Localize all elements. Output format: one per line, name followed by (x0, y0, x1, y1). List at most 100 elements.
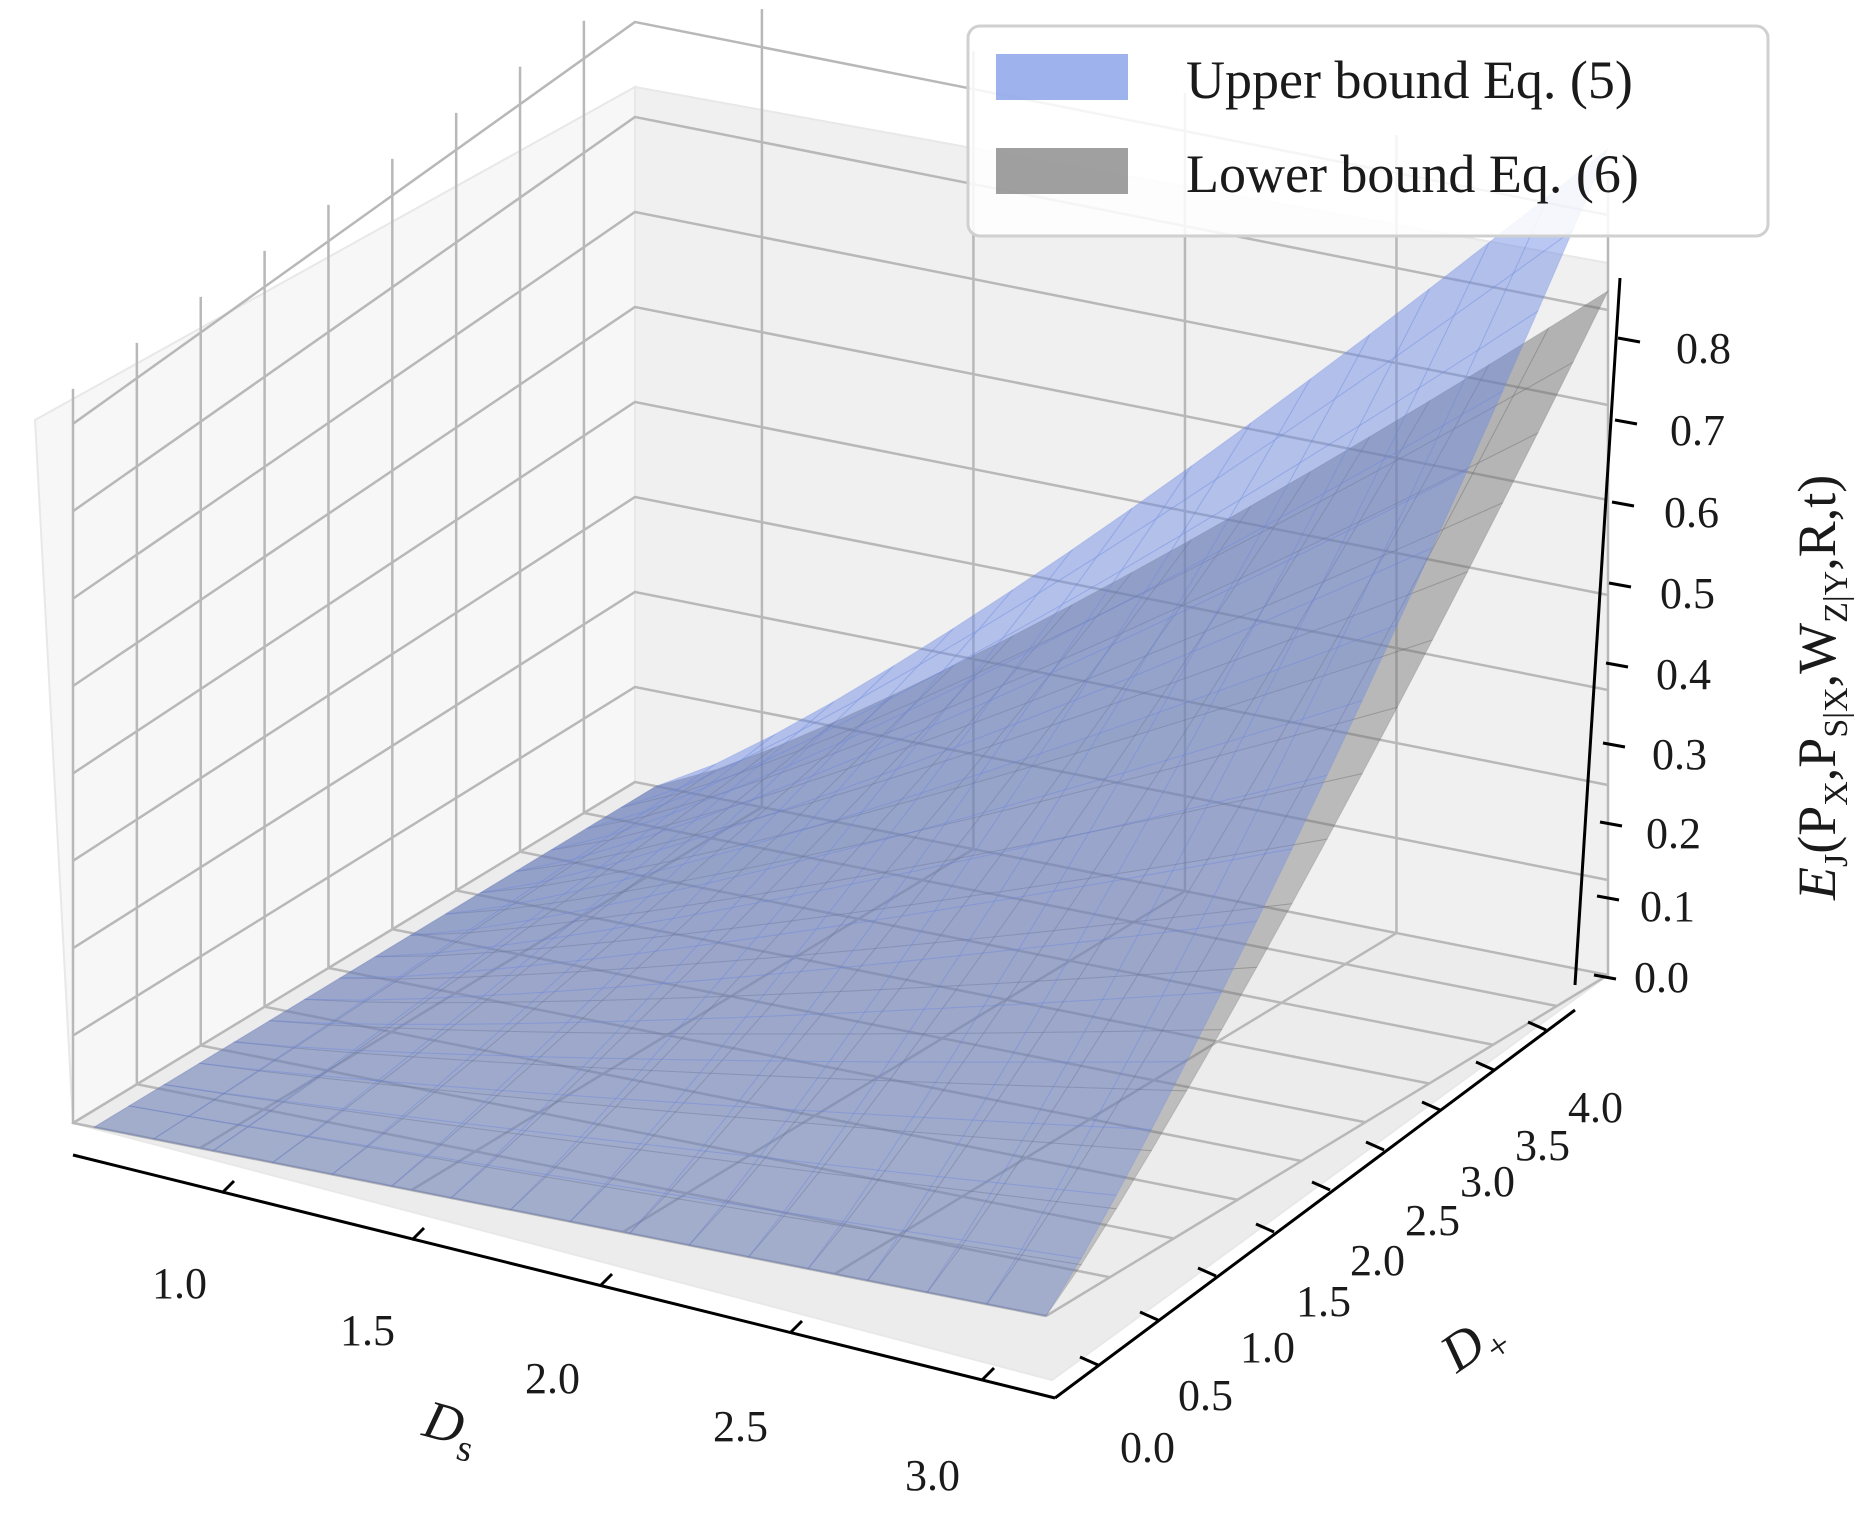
surface-patch (628, 1196, 726, 1246)
surface-patch (704, 749, 800, 800)
surface-patch (919, 722, 1018, 795)
z-tick-mark-5 (1608, 581, 1632, 589)
surface-patch (863, 955, 961, 1013)
grid-line-x-1 (410, 51, 975, 1192)
surface-patch (1052, 868, 1150, 932)
surface-patch (835, 764, 934, 822)
surface-patch (541, 952, 639, 993)
surface-patch (1120, 478, 1217, 571)
surface-patch (1031, 1086, 1128, 1147)
surface-patch (898, 936, 996, 990)
surface-patch (446, 991, 545, 1025)
surface-patch (233, 1020, 331, 1048)
surface-patch (849, 822, 947, 886)
surface-patch (574, 813, 671, 860)
surface-patch (401, 1085, 499, 1124)
surface-patch (1025, 632, 1122, 705)
surface-patch (268, 998, 367, 1024)
surface-patch (1109, 630, 1207, 706)
surface-patch (1061, 586, 1157, 661)
surface-patch (1144, 499, 1241, 593)
surface-patch (1161, 966, 1258, 1032)
surface-patch (565, 998, 664, 1034)
surface-patch (569, 1186, 666, 1234)
surface-patch (985, 1248, 1082, 1317)
surface-patch (825, 792, 923, 856)
grid-line-z-2 (72, 590, 1609, 950)
z-tick-label-7: 0.6 (1664, 488, 1719, 537)
surface-patch (271, 1136, 369, 1175)
surface-patch (1147, 799, 1245, 870)
surface-patch (972, 1084, 1069, 1142)
surface-patch (1182, 668, 1280, 757)
surface-patch (588, 863, 684, 910)
surface-patch (1231, 774, 1328, 861)
surface-patch (211, 1125, 309, 1164)
surface-patch (1126, 991, 1223, 1063)
surface-patch (1052, 817, 1150, 892)
surface-patch (410, 905, 506, 936)
surface-patch (471, 1022, 569, 1058)
surface-patch (1004, 732, 1101, 808)
surface-patch (636, 927, 734, 969)
surface-patch (539, 849, 635, 887)
surface-patch (828, 1033, 926, 1082)
surface-patch (599, 820, 695, 869)
surfaces (92, 148, 1610, 1317)
surface-patch (779, 919, 877, 975)
y-tick-label-8: 3.5 (1515, 1121, 1570, 1170)
surface-patch (898, 900, 996, 963)
legend-label-upper: Upper bound Eq. (5) (1186, 50, 1633, 110)
surface-patch (872, 681, 968, 752)
surface-patch (541, 967, 639, 1003)
surface-patch (187, 1092, 285, 1127)
surface-patch (410, 908, 507, 936)
surface-patch (590, 1018, 688, 1060)
surface-patch (1298, 460, 1396, 552)
surface-patch (422, 966, 521, 1000)
surface-patch (977, 604, 1073, 674)
surface-patch (516, 927, 615, 968)
legend-swatch-lower (996, 148, 1128, 194)
surface-patch (947, 1031, 1045, 1086)
surface-patch (649, 1016, 747, 1061)
surface-patch (1371, 468, 1469, 576)
surface-patch (728, 756, 825, 808)
surface-patch (366, 1118, 464, 1158)
surface-patch (1017, 923, 1115, 983)
surface-patch (601, 963, 699, 1001)
surface-patch (1228, 492, 1326, 591)
y-tick-label-6: 2.5 (1405, 1196, 1460, 1245)
surface-patch (527, 890, 626, 928)
surface-patch (1193, 639, 1291, 719)
grid-line-z-1 (72, 685, 1609, 1037)
surface-patch (874, 858, 972, 921)
surface-patch (282, 1075, 380, 1110)
surface-patch (681, 834, 780, 882)
surface-patch (623, 831, 719, 881)
surface-patch (866, 1235, 964, 1293)
surface-patch (1028, 824, 1126, 889)
surface-patch (1020, 1188, 1118, 1260)
surface-patch (825, 829, 923, 884)
surface-patch (338, 955, 437, 980)
surface-patch (152, 1115, 250, 1152)
surface-patch (550, 811, 646, 851)
z-label-sub-2: S|X (1818, 687, 1855, 737)
surface-patch (516, 941, 615, 976)
surface-patch (1242, 646, 1339, 739)
surface-patch (611, 882, 710, 930)
surface-patch (842, 1169, 939, 1232)
surface-patch (860, 787, 958, 845)
surface-patch (695, 895, 793, 947)
surface-patch (1263, 520, 1361, 608)
surface-patch (977, 548, 1073, 631)
y-tick-label-2: 0.5 (1178, 1371, 1233, 1420)
z-label-sub-0: J (1818, 854, 1855, 867)
surface-patch (923, 981, 1020, 1035)
surface-patch (996, 1140, 1093, 1203)
x-tick-mark-4 (980, 1366, 996, 1382)
surface-patch (1109, 557, 1207, 647)
surface-patch (432, 926, 532, 957)
